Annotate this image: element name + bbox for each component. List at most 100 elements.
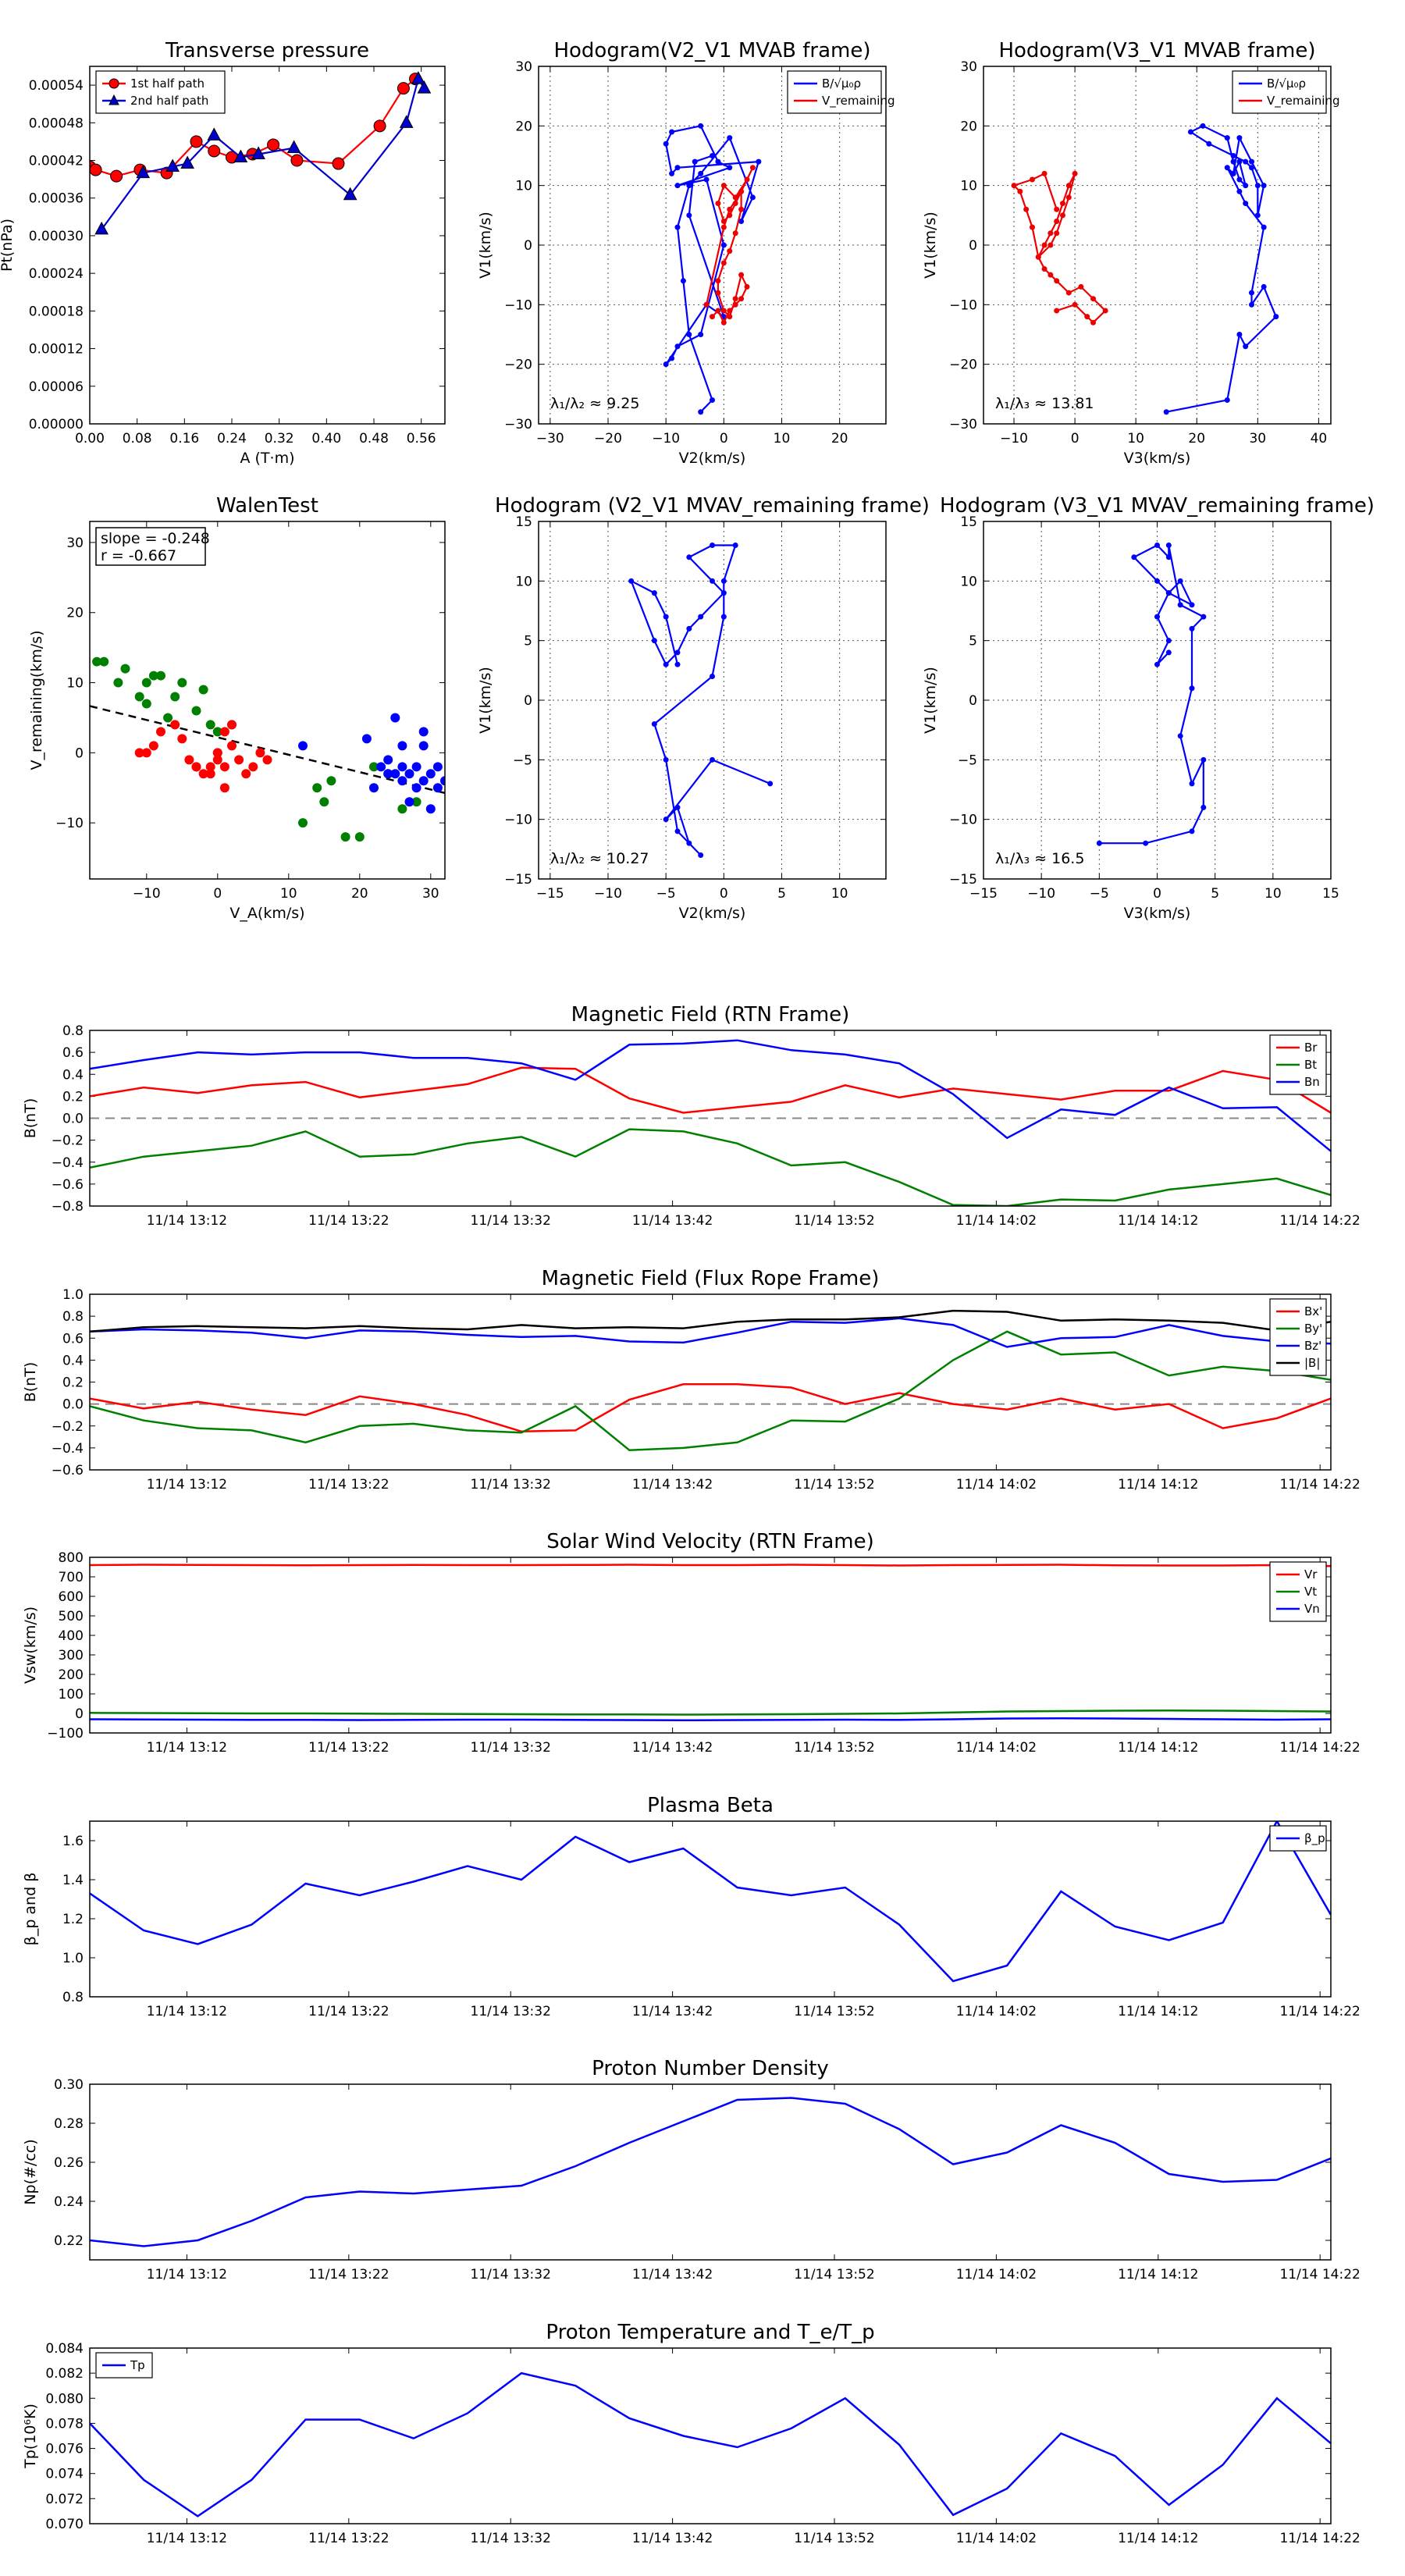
data-point bbox=[163, 713, 173, 723]
data-point bbox=[180, 155, 194, 169]
data-point bbox=[744, 283, 750, 290]
data-point bbox=[1072, 301, 1078, 308]
data-point bbox=[674, 165, 681, 171]
x-tick-label: 11/14 13:12 bbox=[147, 1213, 227, 1229]
x-tick-label: 11/14 14:12 bbox=[1118, 1477, 1198, 1493]
data-point bbox=[1261, 183, 1267, 189]
axes-frame bbox=[89, 2347, 1332, 2524]
x-tick-label: 11/14 14:22 bbox=[1279, 1740, 1360, 1756]
panel-t2: Magnetic Field (Flux Rope Frame) 11/14 13… bbox=[22, 1267, 1361, 1493]
plot-area bbox=[90, 2371, 1331, 2517]
data-point bbox=[1029, 224, 1035, 230]
chart-title: Hodogram (V2_V1 MVAV_remaining frame) bbox=[495, 494, 930, 518]
data-point bbox=[267, 138, 280, 151]
data-point bbox=[290, 154, 304, 167]
data-point bbox=[727, 308, 733, 314]
y-tick-label: 0.076 bbox=[45, 2442, 84, 2457]
x-tick-label: 20 bbox=[351, 886, 368, 902]
y-axis-label: B(nT) bbox=[22, 1362, 39, 1403]
data-point bbox=[156, 727, 165, 737]
data-point bbox=[663, 141, 669, 147]
data-point bbox=[1200, 804, 1207, 810]
axes-frame bbox=[89, 1030, 1332, 1207]
y-tick-label: 300 bbox=[59, 1648, 84, 1663]
x-tick-label: 0.56 bbox=[407, 431, 436, 447]
data-point bbox=[212, 727, 222, 737]
data-point bbox=[710, 314, 715, 320]
x-axis-label: V2(km/s) bbox=[679, 450, 746, 467]
x-tick-label: −15 bbox=[536, 886, 564, 902]
y-tick-label: 0.00000 bbox=[29, 417, 84, 432]
data-point bbox=[1102, 308, 1108, 314]
axes-frame bbox=[538, 66, 887, 425]
data-point bbox=[710, 397, 715, 403]
data-point bbox=[1023, 206, 1030, 212]
data-point bbox=[1165, 649, 1172, 656]
data-point bbox=[1065, 183, 1072, 189]
series-line bbox=[90, 1717, 1331, 1722]
data-point bbox=[698, 409, 704, 415]
data-point bbox=[663, 661, 669, 667]
axes-frame bbox=[538, 521, 887, 880]
y-tick-label: 0.0 bbox=[62, 1397, 84, 1413]
plot-area bbox=[1096, 543, 1207, 846]
data-point bbox=[732, 201, 738, 207]
x-tick-label: 11/14 14:12 bbox=[1118, 2531, 1198, 2546]
eigenvalue-ratio-label: λ₁/λ₂ ≈ 9.25 bbox=[550, 395, 639, 412]
data-point bbox=[1048, 272, 1054, 278]
x-tick-label: −5 bbox=[656, 886, 676, 902]
x-tick-label: 11/14 14:02 bbox=[956, 1477, 1037, 1493]
y-tick-label: 0.00042 bbox=[29, 154, 84, 169]
data-point bbox=[1035, 254, 1041, 260]
axes-frame bbox=[89, 521, 446, 880]
y-tick-label: 0.00006 bbox=[29, 379, 84, 395]
plot-area bbox=[1011, 123, 1279, 415]
data-point bbox=[134, 748, 144, 758]
data-point bbox=[1243, 201, 1249, 207]
y-axis-label: Pt(nPa) bbox=[0, 219, 16, 272]
data-point bbox=[418, 727, 429, 737]
y-tick-label: 0.8 bbox=[62, 1023, 84, 1039]
y-tick-label: −10 bbox=[949, 813, 977, 828]
axes-frame bbox=[89, 1293, 1332, 1471]
x-tick-label: 11/14 13:22 bbox=[308, 1477, 389, 1493]
data-point bbox=[227, 741, 237, 751]
data-point bbox=[248, 762, 258, 772]
x-tick-label: 0 bbox=[720, 431, 728, 447]
x-tick-label: 40 bbox=[1311, 431, 1328, 447]
data-point bbox=[715, 308, 721, 314]
x-tick-label: 11/14 14:02 bbox=[956, 2531, 1037, 2546]
legend-label: Br bbox=[1304, 1041, 1318, 1055]
data-point bbox=[1165, 543, 1172, 549]
y-axis-label: Np(#/cc) bbox=[22, 2139, 39, 2204]
legend bbox=[1232, 70, 1327, 114]
x-axis-label: V3(km/s) bbox=[1124, 450, 1191, 467]
data-point bbox=[90, 163, 102, 176]
data-point bbox=[1072, 170, 1078, 176]
data-point bbox=[198, 685, 208, 695]
x-tick-label: −15 bbox=[969, 886, 998, 902]
plot-area bbox=[90, 656, 445, 842]
data-point bbox=[756, 158, 762, 165]
data-point bbox=[411, 71, 425, 84]
chart-title: WalenTest bbox=[216, 494, 318, 518]
data-point bbox=[1177, 578, 1183, 584]
data-point bbox=[1090, 296, 1097, 302]
data-point bbox=[134, 692, 144, 702]
data-point bbox=[727, 165, 733, 171]
data-point bbox=[440, 776, 445, 786]
data-point bbox=[425, 804, 436, 814]
x-axis-label: A (T·m) bbox=[240, 450, 294, 467]
data-point bbox=[208, 144, 221, 158]
data-point bbox=[1143, 840, 1149, 846]
x-tick-label: 0 bbox=[720, 886, 728, 902]
x-tick-label: 11/14 14:02 bbox=[956, 2267, 1037, 2282]
legend-label: Vt bbox=[1304, 1585, 1317, 1599]
data-point bbox=[262, 755, 272, 765]
data-point bbox=[1177, 602, 1183, 608]
x-tick-label: 11/14 14:22 bbox=[1279, 2531, 1360, 2546]
x-tick-label: 11/14 14:12 bbox=[1118, 2267, 1198, 2282]
y-tick-label: 0.080 bbox=[45, 2391, 84, 2407]
y-tick-label: 0.28 bbox=[54, 2116, 84, 2132]
data-point bbox=[1243, 343, 1249, 350]
